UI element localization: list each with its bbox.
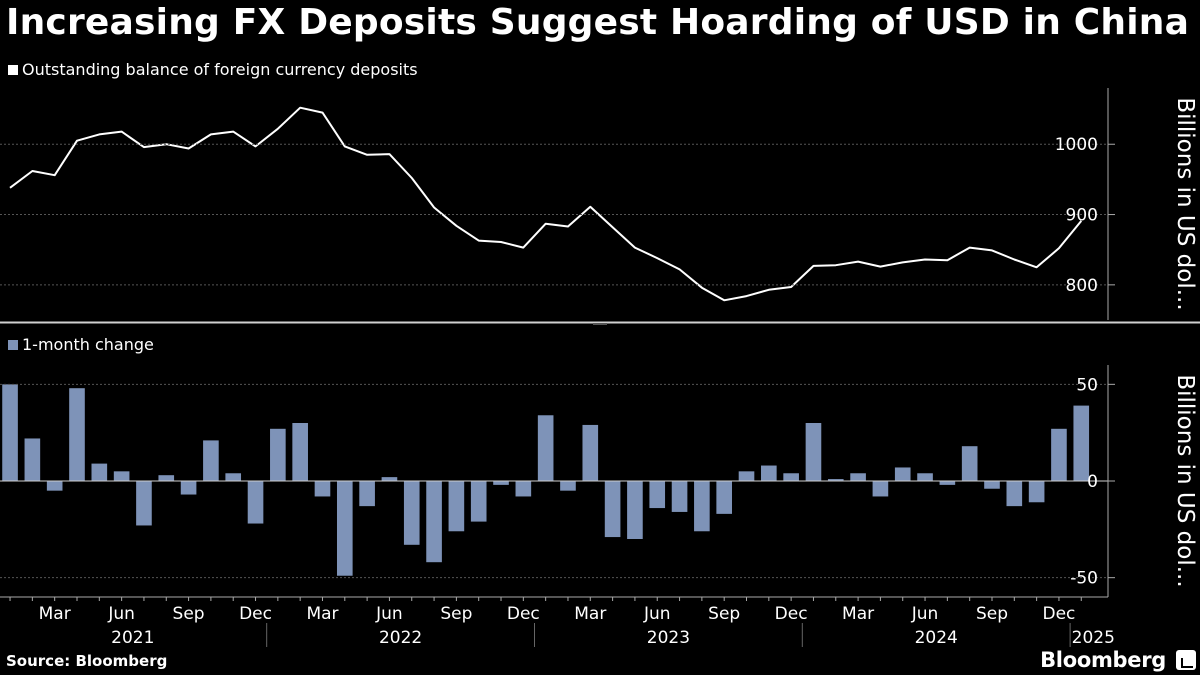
bar-2021-09 [180,481,197,495]
xtick-label-2024-12: Dec [1042,604,1075,624]
bar-2024-06 [917,473,933,481]
bar-2023-04 [604,481,621,538]
chart-title: Increasing FX Deposits Suggest Hoarding … [6,2,1190,43]
bar-2024-04 [872,481,889,497]
xtick-label-2024-09: Sep [976,604,1008,624]
bar-2025-01 [1073,405,1090,481]
bar-2021-02 [24,438,41,481]
bar-2022-07 [403,481,420,545]
panel-resize-handle [593,323,607,325]
bar-2023-11 [761,465,777,481]
xtick-label-2021-09: Sep [173,604,205,624]
xtick-label-2021-12: Dec [239,604,272,624]
bar-2022-09 [448,481,465,532]
ytick-label-bottom-0: 0 [1087,472,1098,492]
bar-2022-06 [381,477,398,481]
year-label-2025: 2025 [1072,628,1115,648]
bar-2024-11 [1028,481,1045,503]
xtick-label-2023-12: Dec [775,604,808,624]
ytick-label-top-900: 900 [1066,206,1098,226]
xtick-label-2022-03: Mar [306,604,338,624]
bar-2021-05 [91,463,108,481]
bar-2022-04 [336,481,353,576]
bar-2023-01 [537,415,554,481]
bar-2022-08 [426,481,442,563]
bar-2024-03 [850,473,866,481]
bar-2021-07 [136,481,152,526]
ylabel-bottom: Billions in US dol... [1172,374,1198,587]
bar-2022-03 [314,481,331,497]
xtick-label-2024-06: Jun [911,604,939,624]
bar-2023-05 [627,481,643,539]
bar-2024-07 [939,481,956,485]
ytick-label-top-800: 800 [1066,276,1098,296]
bar-2022-01 [270,428,286,481]
ytick-label-bottom--50: -50 [1070,569,1098,589]
brand-chart-icon [1176,650,1196,670]
xtick-label-2021-06: Jun [107,604,135,624]
bar-2021-10 [203,440,219,481]
year-label-2023: 2023 [647,628,690,648]
xtick-label-2023-09: Sep [708,604,740,624]
ytick-label-bottom-50: 50 [1076,375,1098,395]
bar-2021-06 [113,471,130,481]
bar-2022-10 [470,481,487,522]
line-series-deposits [9,106,1083,302]
year-label-2024: 2024 [915,628,958,648]
xtick-label-2023-03: Mar [574,604,606,624]
year-label-2022: 2022 [379,628,422,648]
bar-2024-02 [827,479,844,481]
bar-2021-11 [225,473,242,481]
bar-2023-06 [649,481,666,509]
legend-label-bar: 1-month change [22,335,154,354]
legend-swatch-bar [8,339,18,350]
legend-bar-series: 1-month change [8,335,154,354]
bar-2021-04 [69,388,85,481]
xtick-label-2022-06: Jun [375,604,403,624]
bars-layer [2,384,1090,576]
bar-2023-12 [783,473,799,481]
bar-2021-03 [46,481,63,491]
legend-label-line: Outstanding balance of foreign currency … [22,60,418,79]
source-note: Source: Bloomberg [6,652,168,670]
bar-2023-07 [671,481,688,512]
bar-2022-12 [515,481,532,497]
bar-2024-05 [894,467,911,481]
bar-2024-01 [805,423,822,481]
legend-line-series: Outstanding balance of foreign currency … [8,60,418,79]
bar-2023-08 [694,481,710,532]
xtick-label-2022-09: Sep [440,604,472,624]
bar-2022-11 [493,481,509,485]
bar-2021-08 [158,475,175,481]
bar-2024-08 [961,446,978,481]
bar-2021-12 [247,481,264,524]
xtick-label-2024-03: Mar [842,604,874,624]
ylabel-top: Billions in US dol... [1172,97,1198,310]
bar-2024-12 [1051,428,1067,481]
year-label-2021: 2021 [111,628,154,648]
bar-2022-02 [292,423,308,481]
xtick-label-2022-12: Dec [507,604,540,624]
axes-layer: 800 900 1000 -50 0 50 Billions in US dol... Bil… [0,88,1200,648]
bar-2024-10 [1006,481,1023,507]
bar-2023-09 [716,481,732,514]
bar-2024-09 [984,481,1000,489]
xtick-label-2021-03: Mar [39,604,71,624]
bar-2023-02 [560,481,576,491]
legend-swatch-line [8,64,18,75]
bar-2021-01 [2,384,18,481]
bar-2023-10 [738,471,755,481]
bar-2023-03 [582,424,599,481]
brand-logo-text: Bloomberg [1040,648,1166,672]
xtick-label-2023-06: Jun [643,604,671,624]
bar-2022-05 [359,481,375,507]
line-layer [9,106,1083,302]
ytick-label-top-1000: 1000 [1055,135,1098,155]
